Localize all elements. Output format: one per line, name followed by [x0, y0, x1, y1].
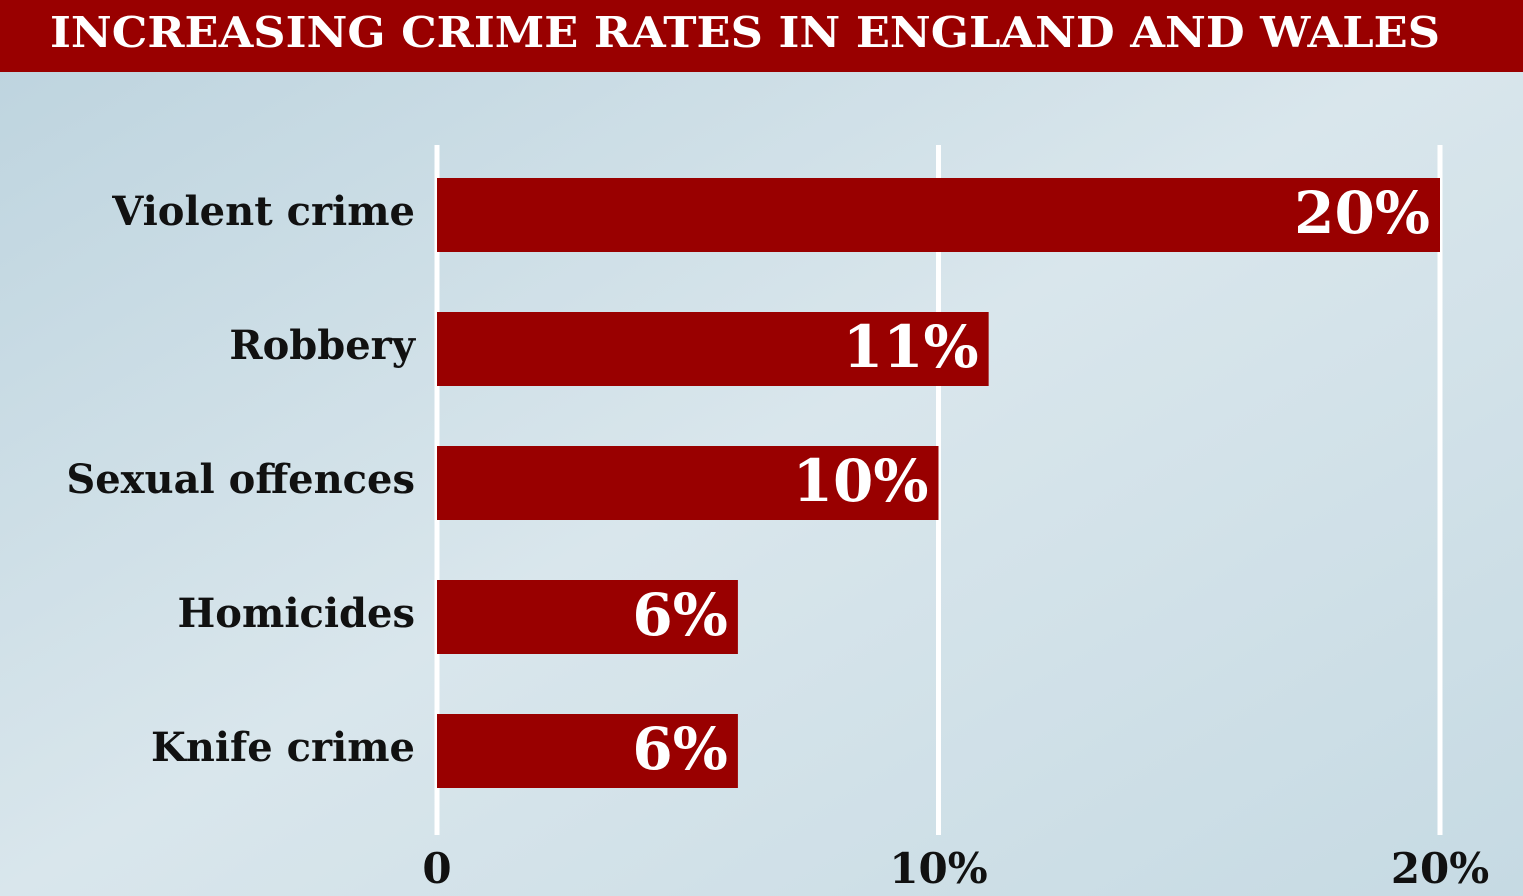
title-bar [0, 0, 1523, 72]
category-label: Sexual offences [66, 456, 415, 503]
value-label: 6% [632, 581, 727, 649]
category-label: Knife crime [151, 724, 415, 771]
bar [437, 312, 989, 386]
value-label: 6% [632, 715, 727, 783]
bar [437, 446, 939, 520]
value-label: 20% [1294, 179, 1430, 247]
category-label: Violent crime [111, 188, 415, 235]
value-label: 10% [793, 447, 929, 515]
category-label: Robbery [229, 322, 416, 369]
x-tick-label: 10% [889, 844, 987, 893]
x-tick-label: 20% [1391, 844, 1489, 893]
bar [437, 580, 738, 654]
value-label: 11% [843, 313, 979, 381]
category-label: Homicides [178, 590, 415, 637]
x-tick-label: 0 [422, 844, 451, 893]
chart-title: INCREASING CRIME RATES IN ENGLAND AND WA… [50, 8, 1440, 57]
bar [437, 714, 738, 788]
bar [437, 178, 1440, 252]
